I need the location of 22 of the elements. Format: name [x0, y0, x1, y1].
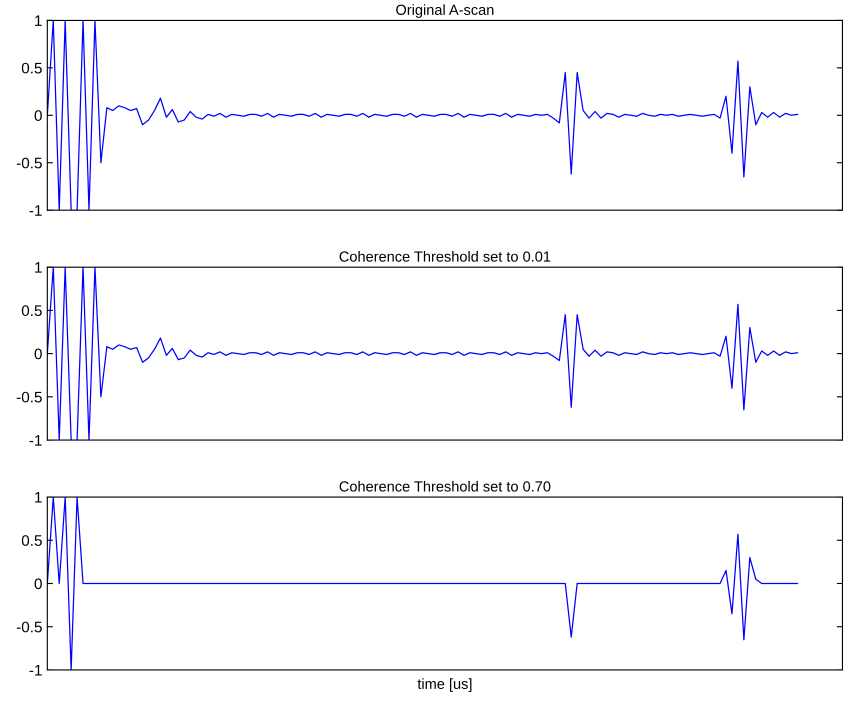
- line-series: [47, 497, 798, 670]
- chart-title: Original A-scan: [396, 4, 494, 18]
- y-tick-label: 1: [35, 492, 42, 503]
- y-tick-label: 1: [35, 15, 42, 26]
- y-tick-label: -1: [30, 435, 42, 446]
- y-tick-label: 1: [35, 262, 42, 273]
- y-tick-label: -0.5: [16, 622, 42, 632]
- y-tick-label: 0.5: [22, 305, 42, 316]
- chart-title: Coherence Threshold set to 0.70: [340, 480, 550, 492]
- y-tick-label: -0.5: [16, 392, 42, 403]
- y-tick-label: 0.5: [22, 535, 42, 546]
- y-tick-label: 0.5: [22, 62, 42, 74]
- chart-title: Coherence Threshold set to 0.01: [340, 251, 550, 262]
- x-axis-title: time [us]: [418, 678, 472, 692]
- line-series: [47, 267, 798, 440]
- y-tick-label: -1: [30, 205, 42, 216]
- y-tick-label: -0.5: [16, 158, 42, 168]
- line-series: [47, 20, 798, 210]
- y-tick-label: -1: [30, 664, 42, 676]
- y-tick-label: 0: [34, 348, 42, 360]
- y-tick-label: 0: [34, 110, 42, 121]
- y-tick-label: 0: [34, 578, 42, 590]
